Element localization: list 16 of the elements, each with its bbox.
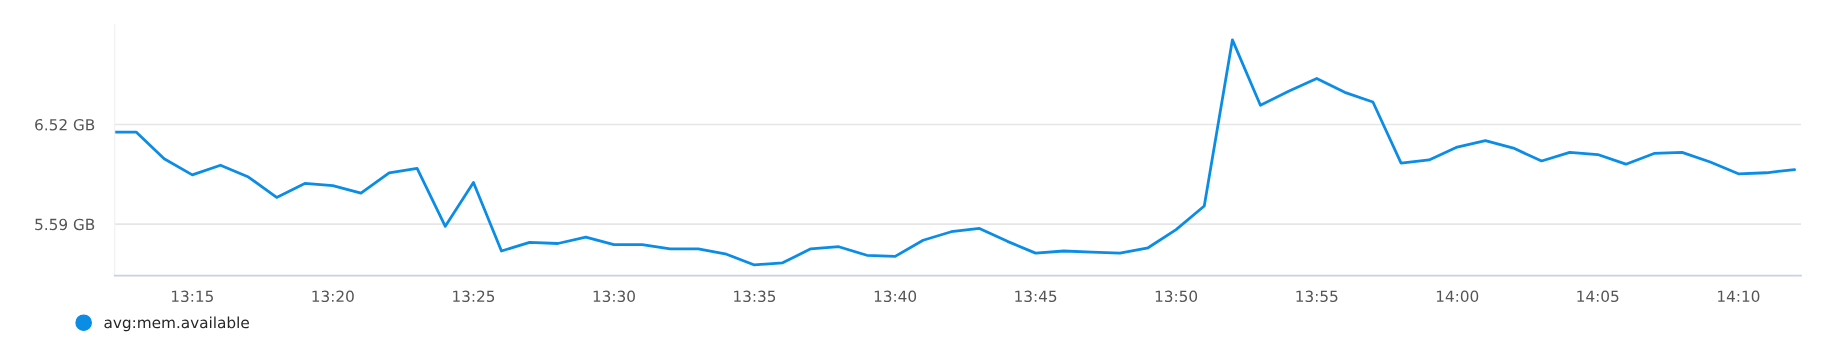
x-tick-label: 13:55	[1296, 290, 1338, 303]
line-series	[114, 38, 1796, 267]
x-tick-label: 13:35	[734, 290, 776, 303]
x-tick-label: 13:40	[874, 290, 917, 303]
x-tick-label: 13:25	[453, 290, 495, 303]
x-tick-label: 13:15	[171, 290, 213, 303]
x-tick-label: 13:50	[1155, 290, 1198, 303]
x-tick-label: 13:20	[312, 290, 354, 303]
x-tick-label: 14:05	[1577, 290, 1619, 303]
x-tick-label: 14:10	[1718, 290, 1760, 303]
y-tick-label: 6.52 GB	[35, 118, 95, 131]
legend-label: avg:mem.available	[104, 316, 249, 332]
y-tick-label: 5.59 GB	[35, 218, 95, 231]
x-tick-label: 14:00	[1436, 290, 1479, 303]
x-tick-label: 13:30	[593, 290, 635, 303]
x-tick-label: 13:45	[1015, 290, 1057, 303]
